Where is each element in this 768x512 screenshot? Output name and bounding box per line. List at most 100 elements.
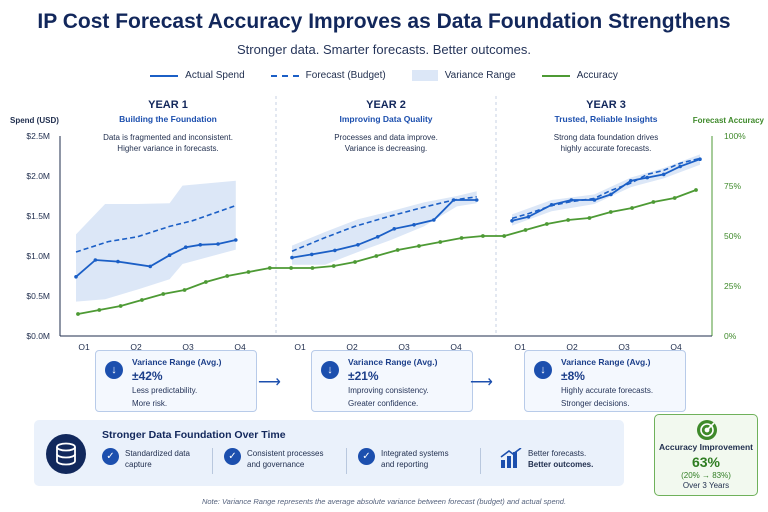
accuracy-point xyxy=(566,218,571,222)
legend-label-actual: Actual Spend xyxy=(185,70,245,81)
y-tick-right: 100% xyxy=(724,131,746,141)
x-tick-label: Q2 xyxy=(346,342,358,350)
legend-label-accuracy: Accuracy xyxy=(576,70,618,81)
actual-point xyxy=(510,219,514,223)
arrow-right-icon: ⟶ xyxy=(470,374,493,391)
variance-card-desc: Stronger decisions. xyxy=(561,399,630,408)
y-tick-right: 75% xyxy=(724,181,741,191)
feature-label: Integrated systems and reporting xyxy=(381,449,449,469)
accuracy-point xyxy=(480,234,485,238)
outcome-line2: Better outcomes. xyxy=(528,460,594,469)
check-icon: ✓ xyxy=(358,448,375,465)
actual-point xyxy=(333,248,337,253)
legend-item-accuracy: Accuracy xyxy=(541,70,618,81)
actual-point xyxy=(609,192,613,197)
y-tick-left: $2.0M xyxy=(26,171,50,181)
legend-swatch-variance xyxy=(411,70,438,81)
divider xyxy=(346,448,347,474)
accuracy-point xyxy=(502,234,507,238)
accuracy-point xyxy=(331,264,336,268)
actual-point xyxy=(93,258,98,262)
year-title: YEAR 2 xyxy=(366,99,406,111)
variance-band xyxy=(76,180,236,302)
feature-label: Consistent processes and governance xyxy=(247,449,324,469)
year-title: YEAR 1 xyxy=(148,99,188,111)
y-tick-left: $0.5M xyxy=(26,291,50,301)
accuracy-point xyxy=(523,228,528,232)
year-title: YEAR 3 xyxy=(586,99,626,111)
x-tick-label: Q4 xyxy=(234,342,246,350)
x-tick-label: Q3 xyxy=(182,342,194,350)
variance-card-year1: ↓ Variance Range (Avg.) ±42% Less predic… xyxy=(95,350,257,412)
accuracy-point xyxy=(246,270,251,274)
y-tick-left: $1.0M xyxy=(26,251,50,261)
actual-point xyxy=(148,264,153,269)
actual-point xyxy=(74,275,78,279)
accuracy-line xyxy=(77,189,697,315)
accuracy-point xyxy=(310,266,315,270)
accuracy-point xyxy=(608,210,613,214)
accuracy-point xyxy=(544,222,549,226)
variance-card-value: ±21% xyxy=(348,369,379,383)
accuracy-point xyxy=(395,248,400,252)
accuracy-point xyxy=(438,240,443,244)
legend-label-variance: Variance Range xyxy=(444,70,516,81)
actual-point xyxy=(451,198,456,202)
accuracy-point xyxy=(140,298,144,302)
chart-subtitle: Stronger data. Smarter forecasts. Better… xyxy=(236,42,532,57)
actual-point xyxy=(375,235,380,239)
y-axis-left-title: Spend (USD) xyxy=(10,116,59,125)
outcome-line1: Better forecasts. xyxy=(528,449,587,458)
year-subtitle: Building the Foundation xyxy=(119,114,217,124)
legend-item-forecast: Forecast (Budget) xyxy=(270,70,386,81)
variance-card-desc: Improving consistency. xyxy=(348,386,429,395)
chart-canvas: Spend (USD) Forecast Accuracy $0.0M $0.5M $1… xyxy=(10,96,765,350)
actual-point xyxy=(356,243,360,247)
forecast-line xyxy=(75,204,237,253)
foundation-panel: Stronger Data Foundation Over Time ✓ Sta… xyxy=(34,420,624,486)
check-icon: ✓ xyxy=(102,448,119,465)
accuracy-point xyxy=(97,308,102,312)
variance-cards: ↓ Variance Range (Avg.) ±42% Less predic… xyxy=(0,350,768,412)
accuracy-point xyxy=(694,188,698,192)
x-tick-label: Q4 xyxy=(450,342,462,350)
actual-point xyxy=(526,215,531,219)
x-tick-label: Q2 xyxy=(130,342,142,350)
actual-point xyxy=(678,164,683,169)
legend-swatch-accuracy xyxy=(541,74,570,77)
check-icon: ✓ xyxy=(224,448,241,465)
accuracy-point xyxy=(267,266,272,270)
legend-label-forecast: Forecast (Budget) xyxy=(305,70,386,81)
y-tick-left: $2.5M xyxy=(26,131,50,141)
accuracy-box-period: Over 3 Years xyxy=(682,481,730,490)
y-tick-left: $0.0M xyxy=(26,331,50,341)
actual-point xyxy=(309,252,314,257)
year-desc: Variance is decreasing. xyxy=(345,144,428,153)
variance-card-label: Variance Range (Avg.) xyxy=(132,357,222,367)
accuracy-improvement-box: Accuracy Improvement 63% (20% → 83%) Ove… xyxy=(654,414,758,496)
variance-card-desc: Greater confidence. xyxy=(348,399,419,408)
feature-label: Standardized data capture xyxy=(125,449,190,469)
bar-chart-icon xyxy=(500,447,522,468)
legend-swatch-forecast xyxy=(270,74,299,77)
variance-card-label: Variance Range (Avg.) xyxy=(348,357,438,367)
legend-item-actual: Actual Spend xyxy=(150,70,245,81)
legend-item-variance: Variance Range xyxy=(411,70,516,81)
actual-point xyxy=(216,242,220,246)
y-tick-left: $1.5M xyxy=(26,211,50,221)
actual-point xyxy=(569,198,574,202)
accuracy-box-value: 63% xyxy=(691,454,721,470)
accuracy-point xyxy=(651,200,656,204)
chart-title: IP Cost Forecast Accuracy Improves as Da… xyxy=(37,10,731,33)
foundation-title: Stronger Data Foundation Over Time xyxy=(102,429,286,441)
actual-point xyxy=(290,255,294,260)
arrow-right-icon: ⟶ xyxy=(258,374,281,391)
variance-card-value: ±42% xyxy=(132,369,163,383)
actual-point xyxy=(167,253,172,257)
y-tick-right: 50% xyxy=(724,231,741,241)
actual-point xyxy=(198,243,203,247)
accuracy-point xyxy=(353,260,357,264)
accuracy-point xyxy=(76,312,80,316)
x-tick-label: Q3 xyxy=(398,342,410,350)
year-desc: Processes and data improve. xyxy=(334,133,438,142)
